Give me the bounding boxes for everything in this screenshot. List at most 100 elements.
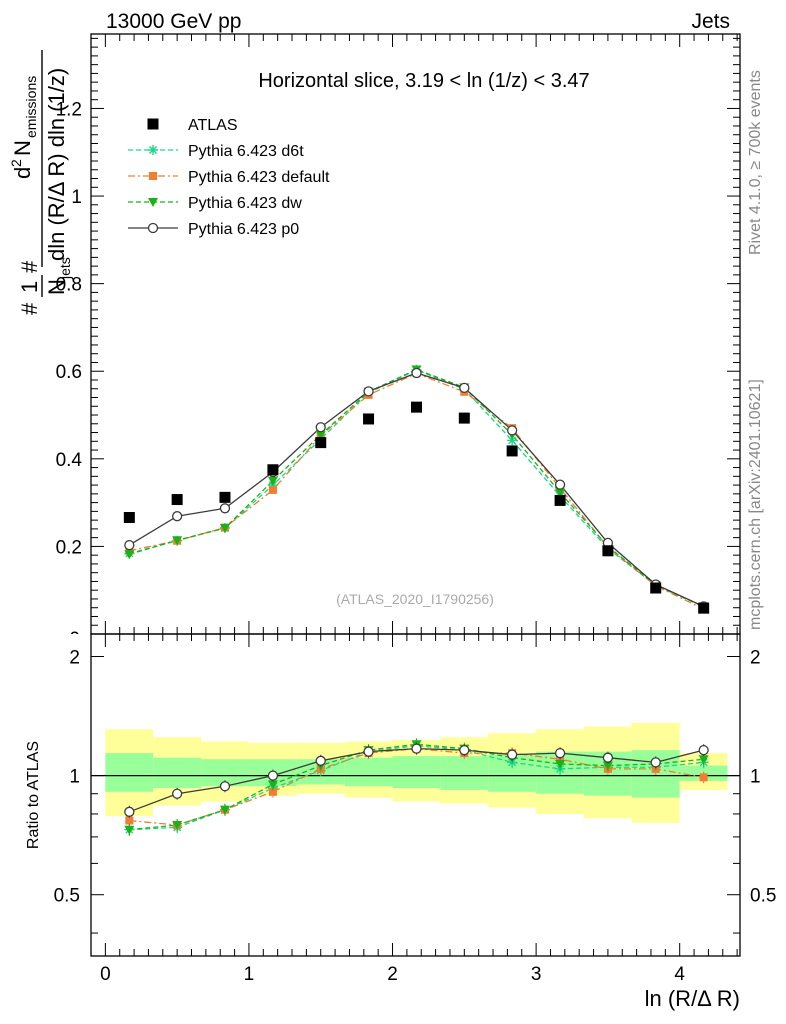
main-y-axis-label: # 1 N jets # d 2 N emissions dln (R/Δ R)…	[8, 50, 73, 315]
ratio-y-tick-label-right: 1	[750, 767, 761, 788]
green-band-bin	[344, 757, 393, 787]
ratio-point-pythia-6-423-p0	[219, 781, 231, 792]
legend: ATLAS Pythia 6.423 d6t Pythia 6.423 defaul…	[128, 117, 330, 238]
ratio-y-tick-label: 2	[69, 648, 80, 669]
ratio-point-pythia-6-423-p0	[315, 755, 326, 766]
ratio-plot-frame	[90, 633, 741, 957]
point-pythia-6-423-dw	[172, 536, 183, 546]
point-pythia-6-423-p0	[315, 422, 326, 433]
ylabel-n-jets: N	[44, 279, 69, 295]
point-atlas	[123, 512, 135, 524]
ylabel-d2-sup: 2	[8, 159, 24, 167]
ratio-point-pythia-6-423-p0	[363, 746, 374, 757]
ylabel-one: 1	[17, 281, 42, 293]
ratio-y-tick-label: 0.5	[54, 886, 80, 907]
point-pythia-6-423-p0	[411, 367, 422, 379]
y-tick-label: 0.8	[56, 275, 82, 296]
x-tick-label: 4	[674, 964, 685, 985]
ylabel-d2: d	[10, 167, 35, 179]
point-atlas	[458, 412, 470, 424]
y-zero-label: 0	[69, 629, 80, 650]
point-atlas	[698, 602, 710, 614]
y-tick-label: 0.2	[56, 537, 82, 558]
y-tick-label: 0.4	[56, 450, 83, 471]
ratio-point-pythia-6-423-p0	[650, 757, 661, 768]
point-pythia-6-423-default	[268, 485, 277, 494]
legend-label-atlas: ATLAS	[188, 117, 238, 134]
ylabel-n-jets-sub: jets	[57, 257, 73, 280]
x-tick-label: 1	[244, 964, 255, 985]
point-pythia-6-423-dw	[124, 550, 135, 560]
tick-labels: 0 1 2 3 4 0.2 0.4 0.6 0.8 1 1.2 0.5 0.5 1 1 2 2	[54, 99, 777, 985]
point-pythia-6-423-p0	[172, 511, 183, 522]
point-atlas	[506, 445, 518, 457]
point-pythia-6-423-p0	[554, 479, 566, 490]
ratio-point-pythia-6-423-dw	[124, 825, 135, 835]
green-band-bin	[153, 757, 202, 789]
mcplots-label: mcplots.cern.ch [arXiv:2401.10621]	[747, 379, 764, 630]
ratio-point-pythia-6-423-p0	[506, 749, 518, 760]
point-atlas	[554, 494, 566, 506]
ratio-point-pythia-6-423-dw	[602, 761, 613, 771]
point-pythia-6-423-p0	[459, 382, 470, 394]
ratio-point-pythia-6-423-p0	[172, 788, 183, 799]
legend-label-pythia-6-423-dw: Pythia 6.423 dw	[188, 195, 302, 212]
ratio-y-axis-label: Ratio to ATLAS	[25, 741, 42, 849]
legend-marker-pythia-6-423-p0	[147, 222, 159, 234]
star-stroke	[149, 146, 157, 154]
ratio-uncertainty-bands	[105, 722, 728, 823]
legend-label-pythia-6-423-p0: Pythia 6.423 p0	[188, 221, 299, 238]
legend-marker-pythia-6-423-d6t	[148, 145, 158, 155]
analysis-watermark: (ATLAS_2020_I1790256)	[336, 591, 494, 607]
y-zero-label-group: 0	[69, 629, 80, 650]
point-pythia-6-423-p0	[506, 425, 518, 436]
rivet-label: Rivet 4.1.0, ≥ 700k events	[747, 70, 764, 255]
ratio-point-pythia-6-423-p0	[124, 806, 135, 817]
ratio-point-pythia-6-423-p0	[267, 770, 279, 781]
point-pythia-6-423-d6t	[507, 435, 518, 446]
legend-marker-pythia-6-423-dw	[148, 198, 158, 207]
ratio-y-tick-label-right: 2	[750, 648, 761, 669]
header-right-label: Jets	[691, 10, 730, 33]
ratio-point-pythia-6-423-default	[125, 816, 134, 825]
point-pythia-6-423-dw	[555, 488, 566, 498]
ratio-y-tick-label: 1	[69, 767, 80, 788]
point-pythia-6-423-dw	[315, 430, 326, 440]
ratio-point-pythia-6-423-dw	[555, 759, 566, 769]
x-tick-label: 2	[387, 964, 398, 985]
point-atlas	[650, 582, 662, 594]
ratio-point-pythia-6-423-p0	[602, 752, 614, 763]
ratio-point-pythia-6-423-default	[268, 787, 277, 796]
ylabel-hash-1: #	[17, 302, 42, 315]
point-pythia-6-423-p0	[124, 539, 135, 551]
point-atlas	[315, 437, 327, 449]
ylabel-n-emissions-sub: emissions	[23, 76, 39, 138]
point-atlas	[602, 545, 614, 557]
ratio-point-pythia-6-423-dw	[698, 755, 709, 765]
ratio-y-tick-label-right: 0.5	[750, 886, 776, 907]
green-band-bin	[105, 753, 154, 792]
green-band-bin	[392, 756, 441, 789]
ratio-point-pythia-6-423-dw	[219, 805, 230, 815]
ratio-point-pythia-6-423-p0	[411, 743, 422, 754]
ratio-point-pythia-6-423-dw	[172, 821, 183, 831]
point-atlas	[363, 413, 375, 425]
legend-label-pythia-6-423-default: Pythia 6.423 default	[188, 169, 330, 186]
ratio-point-pythia-6-423-p0	[698, 744, 709, 756]
y-tick-label: 1.2	[56, 99, 82, 120]
point-pythia-6-423-p0	[363, 386, 374, 397]
legend-marker-pythia-6-423-default	[149, 172, 157, 180]
point-pythia-6-423-dw	[267, 476, 278, 486]
ylabel-hash-2: #	[17, 260, 42, 273]
chart-title: Horizontal slice, 3.19 < ln (1/z) < 3.47	[258, 70, 589, 92]
point-atlas	[411, 401, 423, 413]
ratio-point-pythia-6-423-default	[699, 773, 708, 782]
y-tick-label: 1	[71, 187, 82, 208]
point-pythia-6-423-p0	[219, 503, 231, 514]
ratio-point-pythia-6-423-p0	[459, 744, 470, 756]
x-axis-label: ln (R/Δ R)	[645, 986, 740, 1011]
x-tick-label: 0	[100, 964, 111, 985]
header-left-label: 13000 GeV pp	[106, 10, 241, 33]
axis-ticks	[91, 34, 740, 956]
